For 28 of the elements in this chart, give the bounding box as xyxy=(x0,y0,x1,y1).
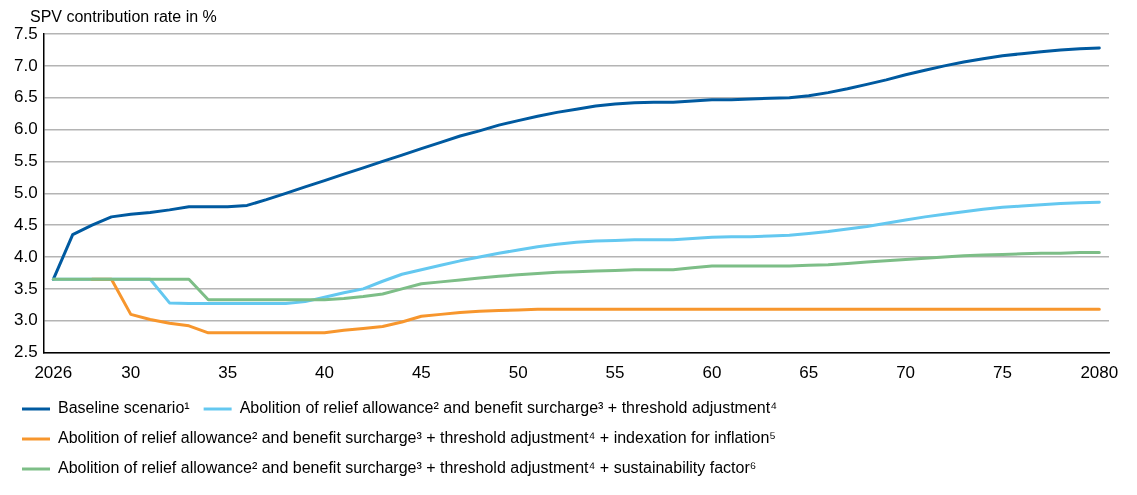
y-axis-title: SPV contribution rate in % xyxy=(30,8,217,26)
x-tick-label: 30 xyxy=(121,363,141,383)
y-tick-label: 7.0 xyxy=(13,55,38,75)
x-tick-label: 2026 xyxy=(34,363,73,383)
x-tick-label: 55 xyxy=(605,363,625,383)
legend-label: Baseline scenario¹ xyxy=(58,399,190,417)
x-tick-label: 50 xyxy=(508,363,528,383)
x-tick-label: 60 xyxy=(702,363,722,383)
y-tick-label: 3.0 xyxy=(13,310,38,330)
y-tick-label: 4.0 xyxy=(13,246,38,266)
y-tick-label: 2.5 xyxy=(13,342,38,362)
x-tick-label: 70 xyxy=(896,363,916,383)
legend-label: Abolition of relief allowance² and benefit surcharge³ + threshold adjustment⁴ + sustainability factor⁶ xyxy=(58,459,757,477)
x-tick-label: 75 xyxy=(993,363,1012,383)
y-tick-label: 6.5 xyxy=(13,87,38,107)
x-tick-label: 45 xyxy=(411,363,431,383)
y-tick-label: 7.5 xyxy=(13,23,38,43)
y-tick-label: 3.5 xyxy=(13,278,38,298)
x-tick-label: 2080 xyxy=(1080,363,1119,383)
x-tick-label: 35 xyxy=(218,363,238,383)
x-tick-label: 65 xyxy=(799,363,819,383)
legend-label: Abolition of relief allowance² and benefit surcharge³ + threshold adjustment⁴ + indexation for inflation⁵ xyxy=(58,429,776,447)
legend-label: Abolition of relief allowance² and benefit surcharge³ + threshold adjustment⁴ xyxy=(239,399,778,417)
x-tick-label: 40 xyxy=(315,363,334,383)
y-tick-label: 5.0 xyxy=(13,182,38,202)
y-tick-label: 4.5 xyxy=(13,214,38,234)
y-tick-label: 6.0 xyxy=(13,119,38,139)
y-tick-label: 5.5 xyxy=(13,151,38,171)
